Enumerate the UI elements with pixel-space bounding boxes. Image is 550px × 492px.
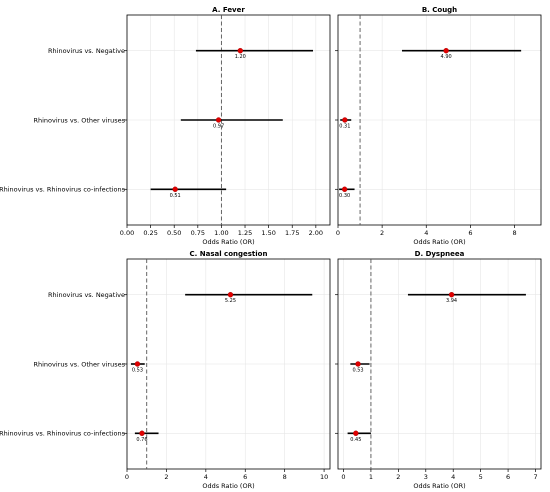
x-axis-label: Odds Ratio (OR): [413, 238, 465, 246]
panel-2: B. Cough 0 2 4 6 8 Odds Ratio (OR) 4.90 0.31 0.30: [335, 6, 542, 246]
odds-ratio-label: 3.94: [446, 298, 457, 304]
x-axis-label: Odds Ratio (OR): [202, 482, 254, 490]
x-tick-label: 0.00: [120, 229, 134, 237]
x-tick-label: 0.75: [191, 229, 205, 237]
odds-ratio-point: [443, 48, 449, 54]
x-tick-label: 6: [468, 229, 472, 237]
odds-ratio-label: 0.76: [136, 437, 147, 443]
odds-ratio-point: [448, 292, 455, 298]
odds-ratio-label: 1.20: [235, 54, 246, 60]
odds-ratio-label: 4.90: [441, 54, 452, 60]
x-tick-label: 1: [369, 473, 373, 481]
odds-ratio-point: [134, 361, 141, 367]
odds-ratio-label: 0.51: [170, 193, 181, 199]
odds-ratio-label: 0.30: [339, 193, 350, 199]
x-tick-label: 8: [512, 229, 516, 237]
category-label: Rhinovirus vs. Negative: [48, 47, 125, 55]
x-tick-label: 1.75: [285, 229, 299, 237]
x-tick-label: 2.00: [309, 229, 323, 237]
category-label: Rhinovirus vs. Rhinovirus co-infections: [0, 186, 126, 194]
odds-ratio-point: [341, 186, 348, 193]
panel-title: B. Cough: [422, 6, 457, 14]
x-tick-label: 1.25: [238, 229, 252, 237]
odds-ratio-label: 0.53: [132, 368, 143, 374]
category-label: Rhinovirus vs. Other viruses: [33, 116, 125, 124]
category-label: Rhinovirus vs. Other viruses: [33, 360, 125, 368]
x-tick-label: 2: [380, 229, 384, 237]
panel-4: D. Dyspneea 0 1 2 3 4 5 6 7 Odds Ratio (OR) 3.94 0.…: [335, 250, 542, 490]
panel-1: A. Fever 0.00 0.25 0.50 0.75 1.00 1.25 1.50 1.75…: [0, 6, 331, 246]
x-tick-label: 6: [243, 473, 247, 481]
x-tick-label: 0: [341, 473, 345, 481]
odds-ratio-point: [237, 48, 244, 54]
x-tick-label: 3: [424, 473, 428, 481]
odds-ratio-label: 0.97: [213, 124, 224, 130]
x-tick-label: 7: [533, 473, 537, 481]
x-tick-label: 0.25: [143, 229, 157, 237]
panel-title: D. Dyspneea: [415, 250, 465, 258]
category-label: Rhinovirus vs. Rhinovirus co-infections: [0, 430, 126, 438]
panel-title: A. Fever: [212, 6, 245, 14]
odds-ratio-label: 0.53: [352, 368, 363, 374]
odds-ratio-point: [215, 117, 222, 123]
odds-ratio-point: [353, 430, 359, 436]
odds-ratio-label: 5.25: [225, 298, 236, 304]
odds-ratio-point: [355, 361, 361, 367]
odds-ratio-point: [342, 117, 348, 123]
x-axis-label: Odds Ratio (OR): [413, 482, 465, 490]
odds-ratio-point: [227, 292, 234, 298]
x-tick-label: 0: [336, 229, 340, 237]
category-label: Rhinovirus vs. Negative: [48, 291, 125, 299]
x-tick-label: 4: [204, 473, 208, 481]
x-tick-label: 2: [164, 473, 168, 481]
odds-ratio-point: [172, 186, 178, 193]
x-tick-label: 8: [283, 473, 287, 481]
panel-3: C. Nasal congestion 0 2 4 6 8 10 Odds Ratio (OR…: [0, 250, 331, 490]
x-axis-label: Odds Ratio (OR): [202, 238, 254, 246]
x-tick-label: 10: [320, 473, 328, 481]
x-tick-label: 1.50: [261, 229, 275, 237]
panel-title: C. Nasal congestion: [190, 250, 268, 258]
x-tick-label: 2: [396, 473, 400, 481]
x-tick-label: 4: [424, 229, 428, 237]
odds-ratio-label: 0.31: [339, 124, 350, 130]
x-tick-label: 0: [125, 473, 129, 481]
x-tick-label: 0.50: [167, 229, 181, 237]
x-tick-label: 5: [479, 473, 483, 481]
x-tick-label: 6: [506, 473, 510, 481]
odds-ratio-label: 0.45: [350, 437, 361, 443]
odds-ratio-point: [139, 430, 145, 436]
x-tick-label: 1.00: [214, 229, 228, 237]
x-tick-label: 4: [451, 473, 455, 481]
